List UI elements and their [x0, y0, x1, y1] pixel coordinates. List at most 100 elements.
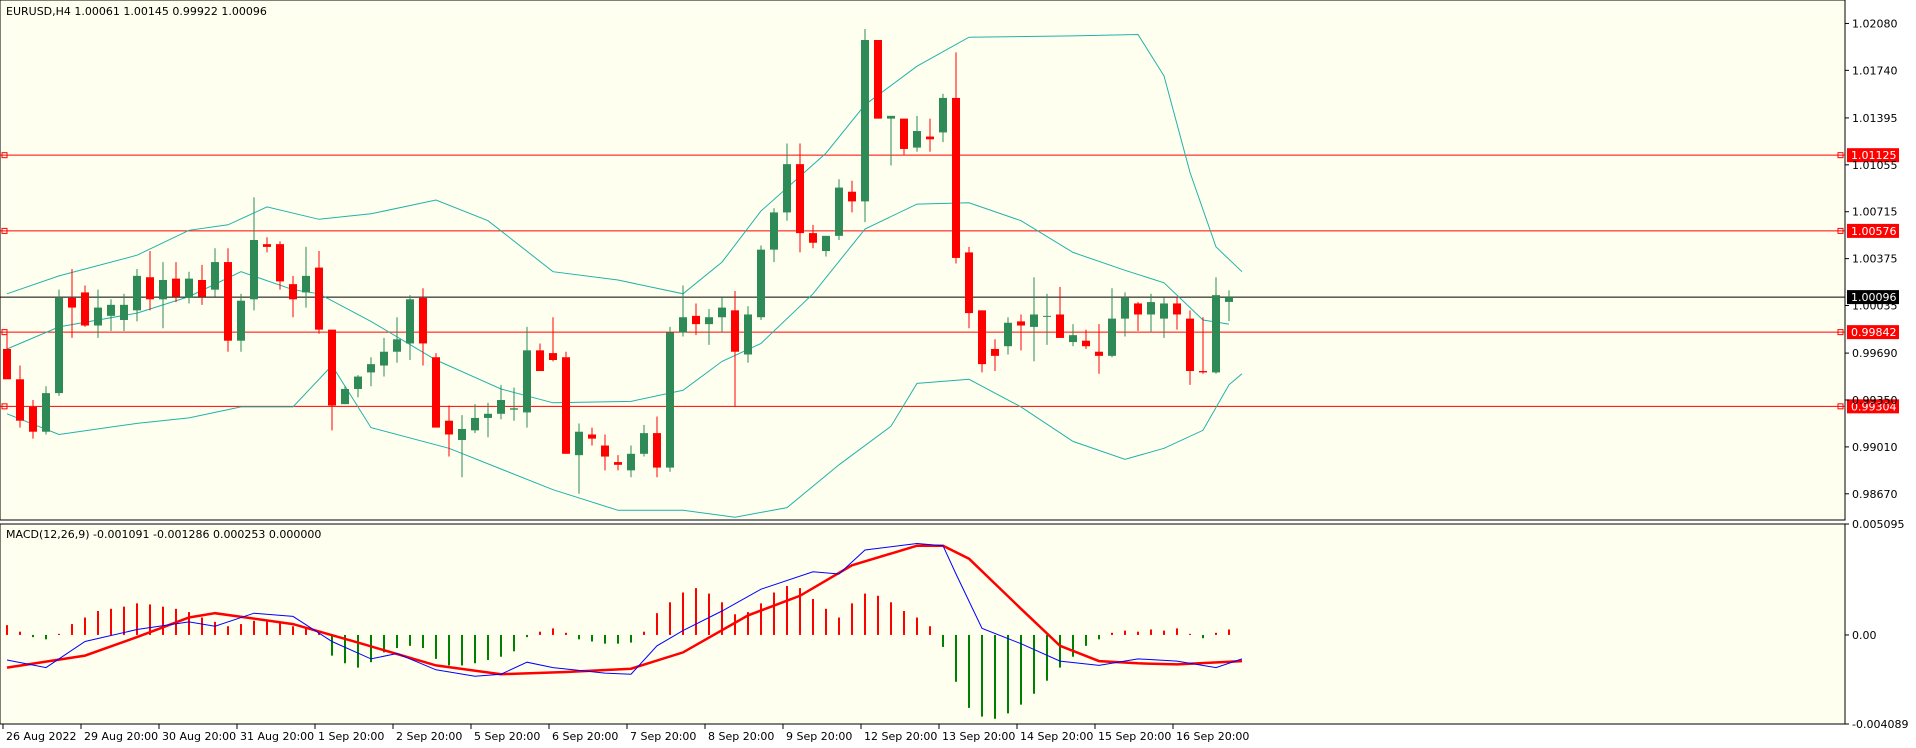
bullish-candle	[484, 413, 492, 418]
bearish-candle	[848, 191, 856, 202]
time-axis-label: 31 Aug 20:00	[240, 730, 314, 743]
bullish-candle	[497, 400, 505, 414]
price-axis-label: 0.99690	[1852, 347, 1898, 360]
bullish-candle	[1069, 335, 1077, 343]
bullish-candle	[237, 300, 245, 341]
bollinger-lower-line	[6, 364, 1243, 518]
time-axis-label: 14 Sep 20:00	[1020, 730, 1093, 743]
bearish-candle	[536, 350, 544, 372]
bullish-candle	[211, 262, 219, 290]
bullish-candle	[1043, 315, 1051, 317]
bearish-candle	[1056, 314, 1064, 338]
bearish-candle	[731, 310, 739, 352]
price-axis-label: 1.01055	[1852, 159, 1898, 172]
bullish-candle	[523, 350, 531, 413]
bearish-candle	[562, 357, 570, 454]
bullish-candle	[406, 299, 414, 344]
price-axis-label: 0.99350	[1852, 394, 1898, 407]
price-axis-label: 1.01395	[1852, 112, 1898, 125]
bearish-candle	[172, 278, 180, 297]
bullish-candle	[1160, 303, 1168, 319]
bullish-candle	[575, 431, 583, 456]
time-axis-label: 13 Sep 20:00	[942, 730, 1015, 743]
bearish-candle	[328, 329, 336, 406]
bearish-candle	[81, 292, 89, 326]
time-axis-label: 1 Sep 20:00	[318, 730, 384, 743]
bearish-candle	[68, 297, 76, 308]
level-anchor-left	[1, 227, 8, 234]
bearish-candle	[601, 445, 609, 457]
level-price-tag	[1847, 148, 1899, 163]
level-price-label: 1.00576	[1851, 225, 1897, 238]
bullish-candle	[744, 314, 752, 355]
time-axis-label: 5 Sep 20:00	[474, 730, 540, 743]
bearish-candle	[432, 357, 440, 428]
bullish-candle	[679, 317, 687, 333]
bearish-candle	[276, 244, 284, 282]
macd-axis-label: 0.005095	[1852, 518, 1905, 531]
levels-layer	[0, 152, 1845, 410]
bullish-candle	[341, 388, 349, 405]
time-axis-label: 9 Sep 20:00	[786, 730, 852, 743]
bullish-candle	[510, 408, 518, 410]
time-axis-label: 15 Sep 20:00	[1098, 730, 1171, 743]
bullish-candle	[133, 275, 141, 311]
bullish-candle	[1225, 297, 1233, 302]
main-chart-title: EURUSD,H4 1.00061 1.00145 0.99922 1.0009…	[6, 5, 267, 18]
bullish-candle	[120, 304, 128, 320]
bearish-candle	[224, 262, 232, 341]
bullish-candle	[770, 212, 778, 250]
bullish-candle	[666, 332, 674, 468]
bearish-candle	[263, 244, 271, 247]
time-axis-label: 8 Sep 20:00	[708, 730, 774, 743]
time-axis-label: 30 Aug 20:00	[162, 730, 236, 743]
bearish-candle	[3, 348, 11, 380]
bearish-candle	[549, 353, 557, 360]
bearish-candle	[16, 379, 24, 421]
bullish-candle	[107, 304, 115, 316]
bullish-candle	[822, 235, 830, 252]
level-anchor-right	[1837, 403, 1844, 410]
level-price-label: 0.99304	[1851, 400, 1897, 413]
bullish-candle	[250, 240, 258, 300]
bullish-candle	[1004, 322, 1012, 347]
macd-signal-line	[6, 544, 1243, 676]
bearish-candle	[991, 348, 999, 356]
level-price-label: 0.99842	[1851, 326, 1897, 339]
bullish-candle	[393, 339, 401, 352]
price-axis-label: 0.99010	[1852, 441, 1898, 454]
bullish-candle	[627, 453, 635, 471]
bullish-candle	[783, 164, 791, 213]
time-axis-label: 12 Sep 20:00	[864, 730, 937, 743]
bullish-candle	[718, 307, 726, 318]
level-price-tag	[1847, 399, 1899, 414]
time-axis-label: 16 Sep 20:00	[1176, 730, 1249, 743]
price-axis-label: 0.98670	[1852, 488, 1898, 501]
current-price-label: 1.00096	[1851, 291, 1897, 304]
bullish-candle	[42, 393, 50, 432]
price-axis-label: 1.00715	[1852, 206, 1898, 219]
bullish-candle	[939, 97, 947, 133]
bullish-candle	[1108, 318, 1116, 356]
price-axis-label: 1.00375	[1852, 253, 1898, 266]
bearish-candle	[1095, 351, 1103, 356]
time-axis-label: 6 Sep 20:00	[552, 730, 618, 743]
current-price-tag	[1847, 290, 1899, 305]
level-price-tag	[1847, 223, 1899, 238]
bearish-candle	[419, 297, 427, 344]
bearish-candle	[29, 406, 37, 432]
bullish-candle	[757, 249, 765, 318]
bollinger-middle-line	[6, 202, 1230, 404]
bullish-candle	[640, 433, 648, 454]
bullish-candle	[471, 417, 479, 431]
bearish-candle	[289, 284, 297, 300]
bullish-candle	[185, 278, 193, 298]
bearish-candle	[952, 97, 960, 258]
macd-axis-label: 0.00	[1852, 629, 1877, 642]
macd-title: MACD(12,26,9) -0.001091 -0.001286 0.0002…	[6, 528, 321, 541]
bearish-candle	[146, 277, 154, 300]
bullish-candle	[159, 280, 167, 300]
bullish-candle	[1121, 297, 1129, 319]
